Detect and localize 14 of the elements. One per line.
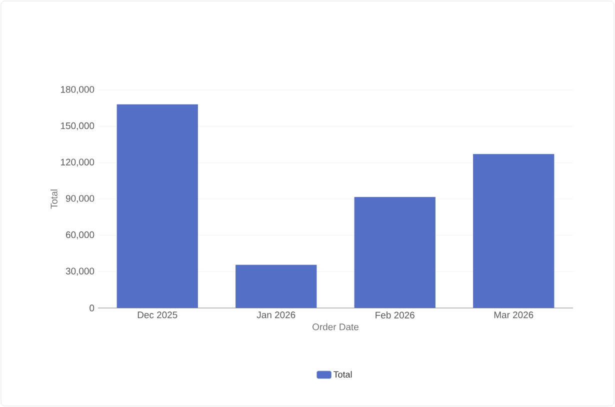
y-tick-label: 90,000 bbox=[66, 195, 94, 203]
legend-label: Total bbox=[334, 371, 352, 378]
y-tick-label: 0 bbox=[90, 304, 94, 312]
y-tick-label: 30,000 bbox=[66, 268, 94, 276]
x-axis-title: Order Date bbox=[312, 323, 358, 330]
x-tick-label: Jan 2026 bbox=[256, 312, 296, 318]
y-axis-title: Total bbox=[50, 190, 58, 209]
x-tick-label: Feb 2026 bbox=[376, 312, 414, 318]
x-tick-label: Dec 2025 bbox=[138, 312, 178, 318]
x-tick-label: Mar 2026 bbox=[494, 312, 534, 318]
y-tick-label: 120,000 bbox=[60, 158, 94, 167]
y-tick-label: 150,000 bbox=[60, 122, 94, 130]
y-tick-label: 180,000 bbox=[60, 86, 94, 94]
y-tick-label: 60,000 bbox=[66, 231, 94, 240]
